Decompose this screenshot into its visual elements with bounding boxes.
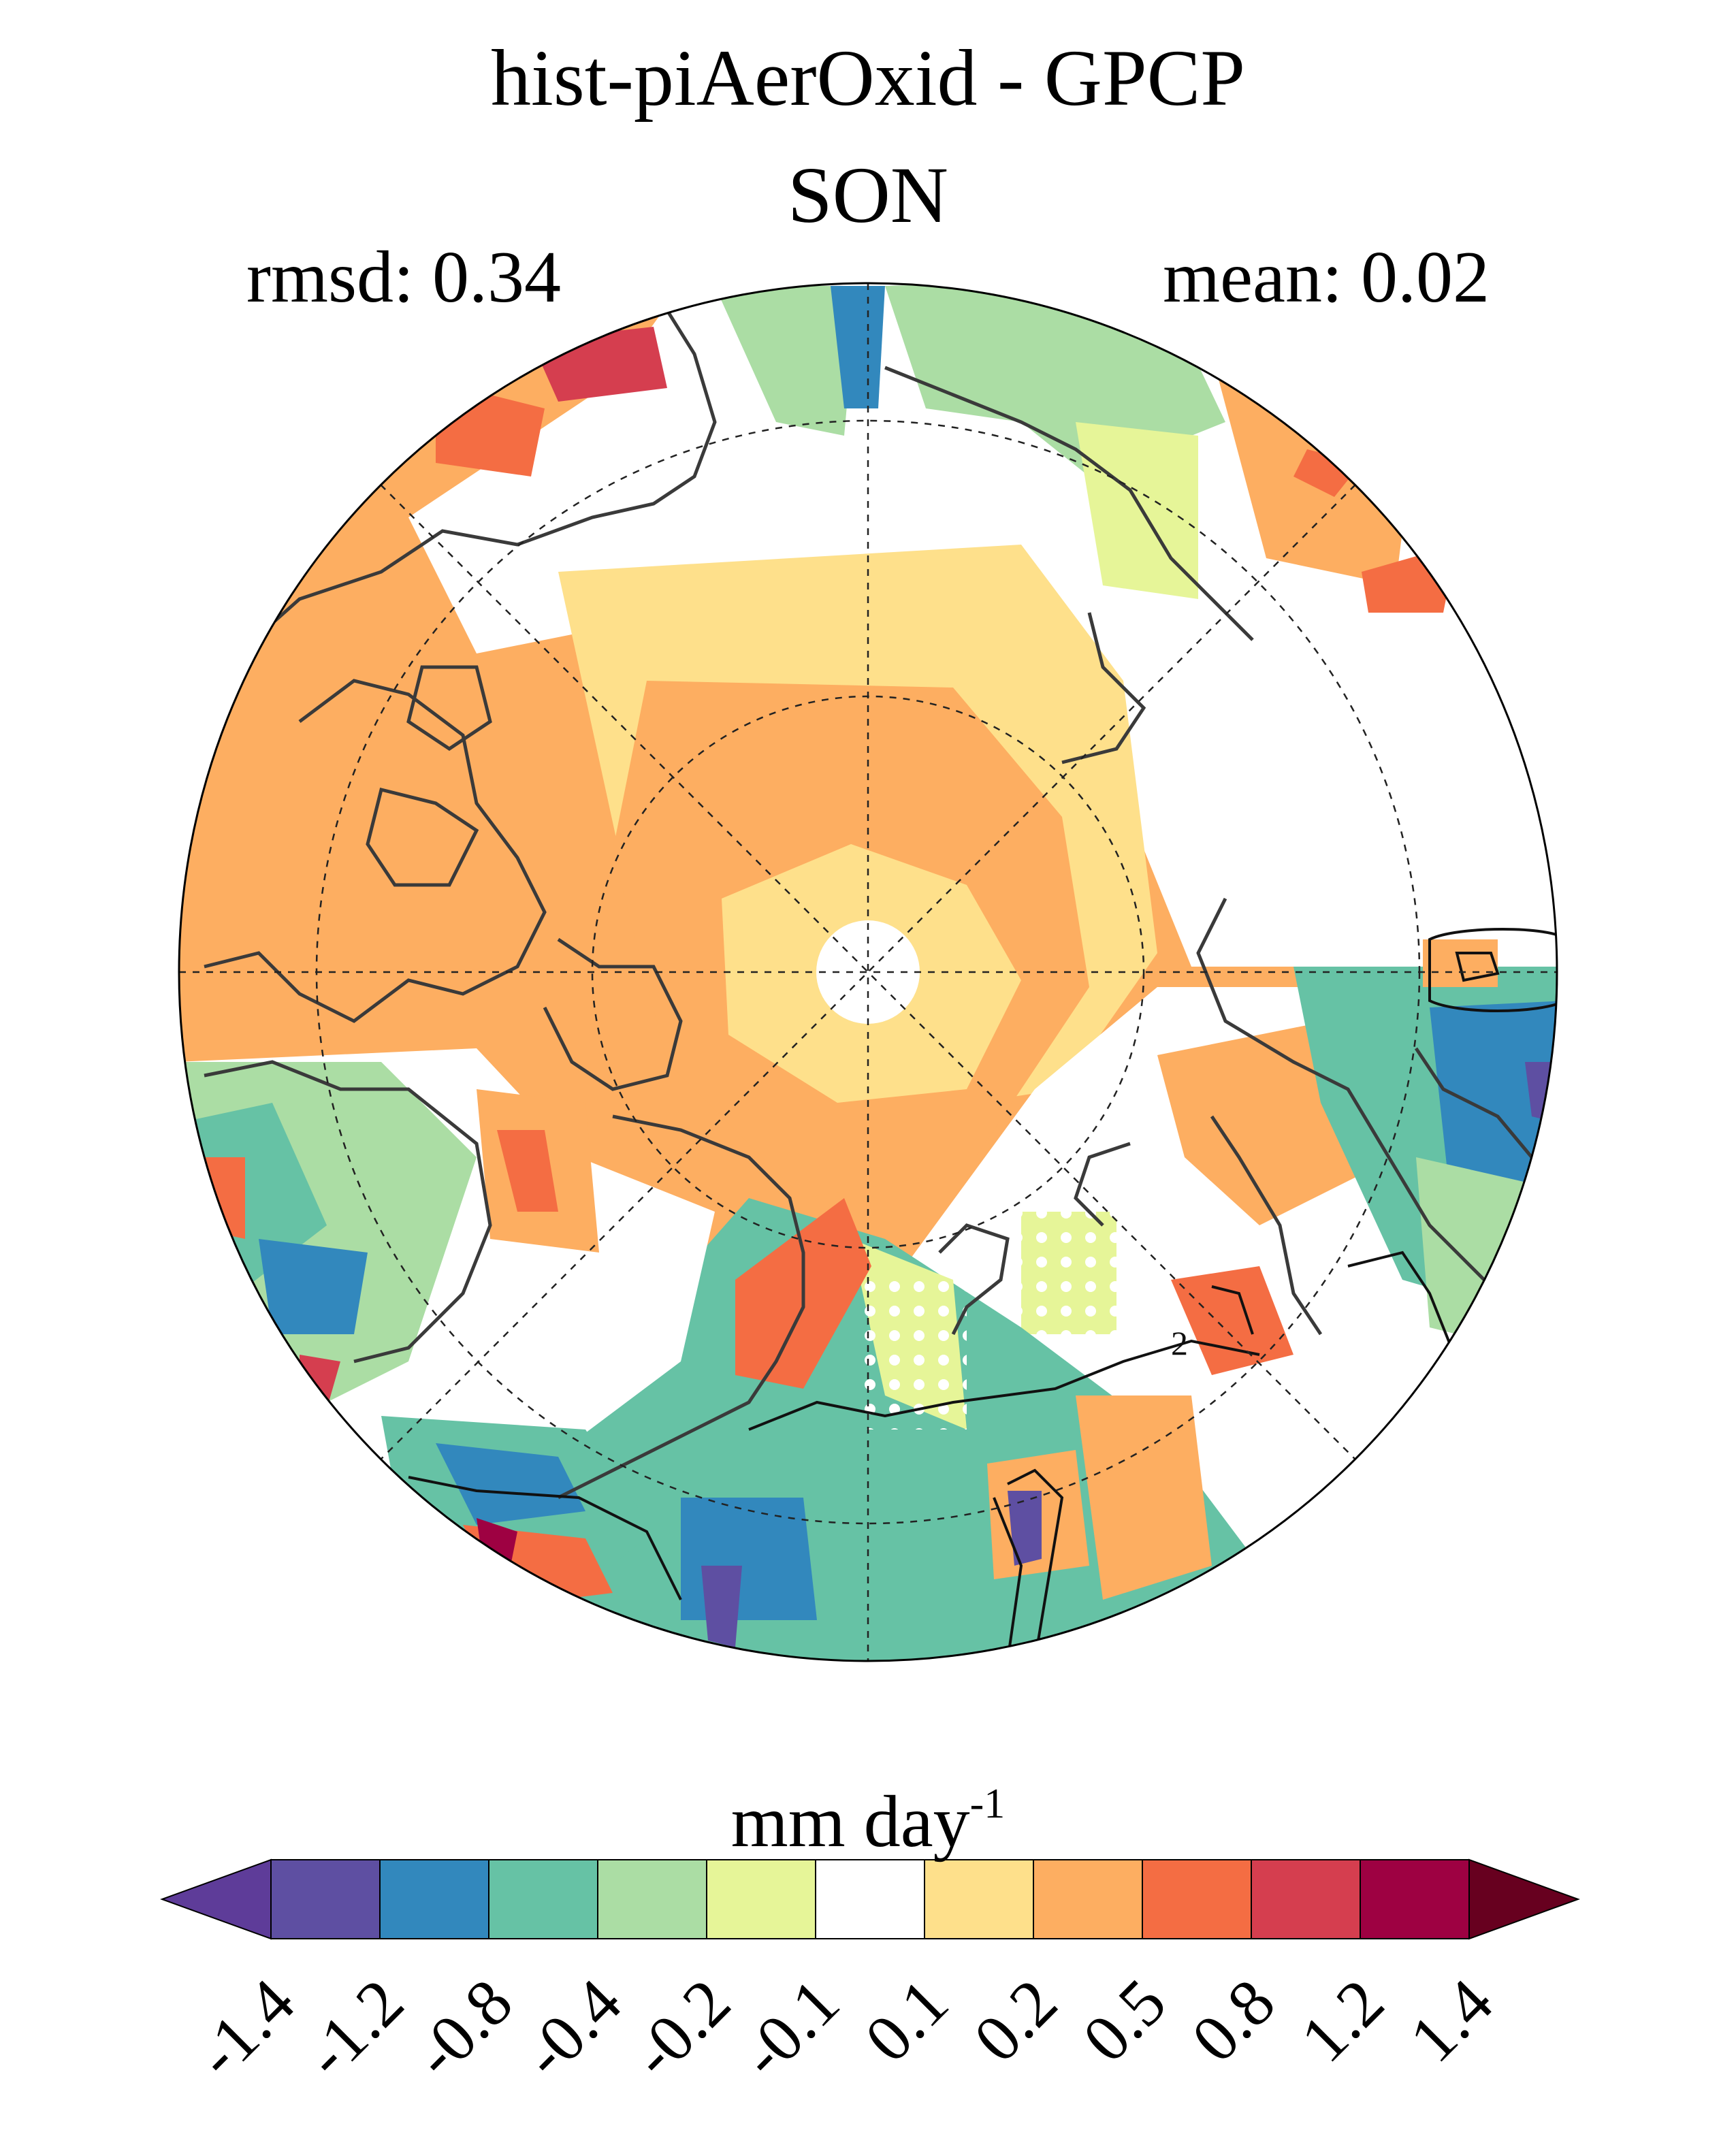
colorbar-tick-label: -1.2: [291, 1965, 417, 2092]
colorbar: -1.4-1.2-0.8-0.4-0.2-0.10.10.20.50.81.21…: [160, 1858, 1580, 2092]
colorbar-tick-label: -0.4: [509, 1965, 635, 2092]
map-border: [178, 282, 1558, 1662]
rmsd-label: rmsd: 0.34: [246, 237, 562, 318]
graticule: [179, 283, 1557, 1661]
colorbar-tick-label: 1.4: [1396, 1965, 1507, 2076]
mean-label: mean: 0.02: [1163, 237, 1490, 318]
colorbar-tick-label: 0.1: [852, 1965, 963, 2076]
colorbar-over-triangle: [1468, 1858, 1580, 1940]
colorbar-box: [1033, 1859, 1143, 1939]
colorbar-tick-label: 1.2: [1287, 1965, 1398, 2076]
colorbar-box: [924, 1859, 1034, 1939]
colorbar-box: [597, 1859, 707, 1939]
colorbar-under-triangle: [160, 1858, 272, 1940]
contour-lines: [408, 928, 1557, 1661]
contour-label: 2: [1171, 1324, 1188, 1362]
colorbar-box: [815, 1859, 925, 1939]
colorbar-tick-label: 0.5: [1070, 1965, 1180, 2076]
units-label: mm day-1: [0, 1763, 1736, 1863]
colorbar-box: [1142, 1859, 1252, 1939]
units-base: mm day: [730, 1781, 970, 1862]
colorbar-tick-label: 0.2: [961, 1965, 1072, 2076]
colorbar-box: [270, 1859, 381, 1939]
colorbar-box: [1251, 1859, 1361, 1939]
colorbar-tick-label: -0.2: [617, 1965, 744, 2092]
coastlines: [204, 298, 1557, 1500]
map-title: hist-piAerOxid - GPCP: [491, 33, 1245, 123]
colorbar-box: [488, 1859, 598, 1939]
colorbar-box: [379, 1859, 489, 1939]
colorbar-tick-label: -0.1: [726, 1965, 853, 2092]
colorbar-tick-label: -1.4: [182, 1965, 308, 2092]
colorbar-tick-label: -0.8: [400, 1965, 526, 2092]
season-label: SON: [787, 150, 949, 240]
colorbar-box: [1360, 1859, 1470, 1939]
colorbar-box: [706, 1859, 816, 1939]
units-exponent: -1: [969, 1781, 1006, 1827]
colorbar-tick-label: 0.8: [1178, 1965, 1289, 2076]
